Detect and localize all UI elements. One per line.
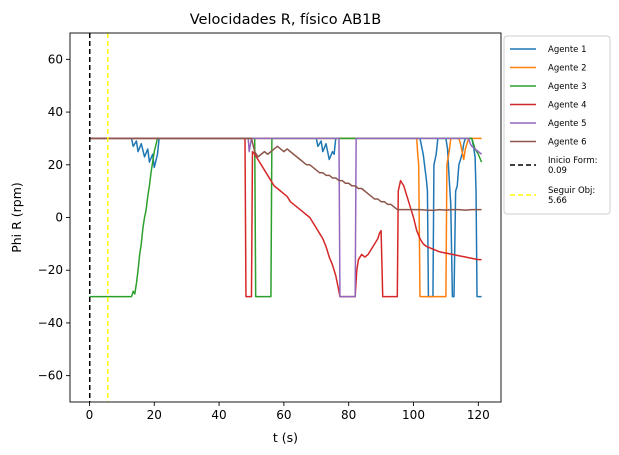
legend-value-vline-1: 0.09 (548, 166, 567, 176)
legend-box (503, 35, 611, 215)
y-tick-label: 0 (55, 211, 63, 225)
y-tick-label: 20 (48, 158, 63, 172)
legend-label-3: Agente 3 (548, 82, 587, 92)
y-tick-label: −20 (38, 263, 63, 277)
x-tick-label: 0 (86, 408, 94, 422)
y-tick-label: −60 (38, 369, 63, 383)
legend-label-vline-2: Seguir Obj: (548, 186, 595, 196)
x-tick-label: 80 (341, 408, 356, 422)
y-axis-label: Phi R (rpm) (9, 182, 24, 253)
legend-label-2: Agente 2 (548, 64, 587, 74)
x-axis-label: t (s) (273, 430, 298, 445)
legend-label-1: Agente 1 (548, 45, 587, 55)
legend: Agente 1 Agente 2 Agente 3 Agente 4 Agente 5… (503, 35, 611, 215)
legend-label-4: Agente 4 (548, 101, 587, 111)
x-tick-label: 40 (211, 408, 226, 422)
legend-label-5: Agente 5 (548, 119, 587, 129)
series-line-1 (89, 137, 482, 298)
y-tick-label: 60 (48, 52, 63, 66)
legend-label-6: Agente 6 (548, 138, 587, 148)
y-tick-label: −40 (38, 316, 63, 330)
plot-area (69, 32, 502, 403)
y-tick-label: 40 (48, 105, 63, 119)
x-tick-label: 100 (402, 408, 425, 422)
series-line-5 (89, 137, 483, 298)
y-axis: −60 −40 −20 0 20 40 60 (38, 52, 70, 383)
x-tick-label: 120 (467, 408, 490, 422)
legend-value-vline-2: 5.66 (548, 196, 567, 206)
vline-layer (88, 33, 109, 402)
x-tick-label: 60 (276, 408, 291, 422)
x-axis: 0 20 40 60 80 100 120 (86, 402, 490, 422)
chart-title: Velocidades R, físico AB1B (190, 12, 382, 28)
series-layer (89, 137, 483, 298)
legend-label-vline-1: Inicio Form: (548, 156, 597, 166)
x-tick-label: 20 (147, 408, 162, 422)
series-line-6 (89, 137, 482, 212)
